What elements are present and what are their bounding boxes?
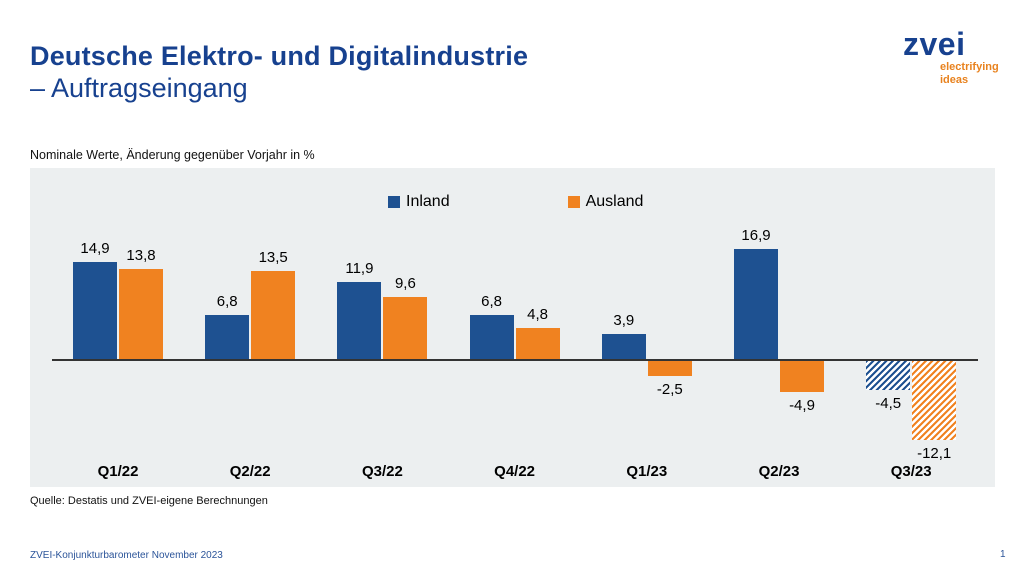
bar-ausland-q3-23 [912, 360, 957, 440]
bar-ausland-q3-22 [383, 297, 428, 360]
bar-inland-q4-22 [469, 315, 514, 360]
chart-subtitle: Nominale Werte, Änderung gegenüber Vorja… [30, 148, 315, 162]
zero-axis-line [52, 359, 978, 361]
category-label-q1-23: Q1/23 [626, 463, 668, 480]
category-label-q2-23: Q2/23 [758, 463, 800, 480]
zvei-logo: zvei electrifying ideas [903, 26, 1013, 86]
value-label-ausland-q2-23: -4,9 [789, 397, 815, 414]
chart-legend: Inland Ausland [388, 193, 643, 211]
legend-swatch-ausland [567, 196, 580, 208]
value-label-inland-q1-22: 14,9 [80, 240, 110, 257]
value-label-inland-q4-22: 6,8 [481, 293, 503, 310]
zvei-logo-tagline-line2: ideas [940, 74, 969, 86]
bar-ausland-q2-23 [780, 360, 824, 392]
bar-inland-q3-23 [866, 360, 911, 390]
bar-inland-q1-23 [601, 334, 646, 360]
value-label-ausland-q4-22: 4,8 [527, 306, 549, 323]
value-label-inland-q2-22: 6,8 [216, 293, 238, 310]
legend-item-inland: Inland [388, 193, 450, 211]
category-label-q3-23: Q3/23 [890, 463, 932, 480]
footer-text: ZVEI-Konjunkturbarometer November 2023 [30, 550, 223, 561]
legend-label-ausland: Ausland [585, 193, 644, 210]
bar-inland-q2-22 [205, 315, 250, 360]
zvei-logo-tagline: electrifying ideas [940, 61, 999, 87]
page-number: 1 [1000, 549, 1006, 560]
value-label-ausland-q3-23: -12,1 [917, 445, 952, 462]
value-label-inland-q1-23: 3,9 [613, 312, 635, 329]
value-label-ausland-q2-22: 13,5 [258, 249, 288, 266]
chart-area: Inland Ausland 14,9 13,8 Q1/22 6,8 13,5 Q2/22… [30, 168, 995, 487]
bar-ausland-q4-22 [515, 328, 560, 360]
bar-ausland-q2-22 [251, 271, 296, 360]
page-title-line1: Deutsche Elektro- und Digitalindustrie [30, 41, 529, 71]
page-title: Deutsche Elektro- und Digitalindustrie –… [30, 40, 528, 104]
value-label-inland-q3-23: -4,5 [875, 395, 902, 412]
category-label-q1-22: Q1/22 [97, 463, 139, 480]
zvei-logo-tagline-line1: electrifying [940, 61, 999, 73]
legend-swatch-inland [388, 196, 400, 208]
value-label-inland-q3-22: 11,9 [345, 260, 374, 277]
zvei-logo-wordmark: zvei [903, 26, 966, 62]
value-label-ausland-q3-22: 9,6 [394, 275, 416, 292]
bar-inland-q2-23 [734, 249, 778, 360]
page-title-line2: – Auftragseingang [30, 73, 248, 103]
value-label-ausland-q1-23: -2,5 [656, 381, 683, 398]
value-label-inland-q2-23: 16,9 [741, 227, 771, 244]
category-label-q3-22: Q3/22 [361, 463, 403, 480]
bar-ausland-q1-22 [119, 269, 163, 360]
bar-ausland-q1-23 [647, 360, 692, 376]
legend-item-ausland: Ausland [567, 193, 644, 211]
category-label-q4-22: Q4/22 [494, 463, 536, 480]
legend-label-inland: Inland [406, 193, 450, 210]
bar-inland-q1-22 [73, 262, 117, 360]
source-note: Quelle: Destatis und ZVEI-eigene Berechn… [30, 495, 268, 507]
value-label-ausland-q1-22: 13,8 [126, 247, 156, 264]
category-label-q2-22: Q2/22 [229, 463, 271, 480]
bar-inland-q3-22 [337, 282, 382, 360]
